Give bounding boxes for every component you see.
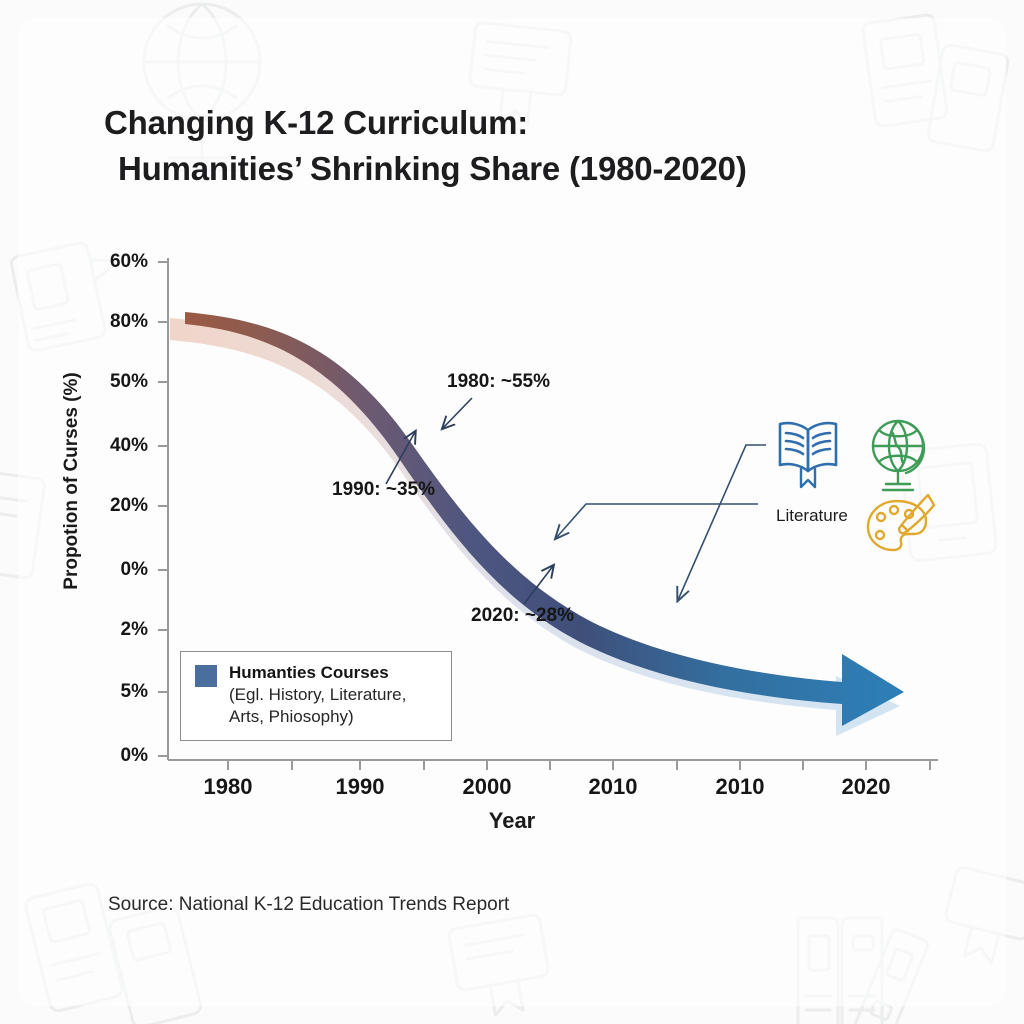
literature-icon-label: Literature	[776, 506, 848, 525]
annotation-arrow-1990	[385, 432, 415, 485]
annotation-arrows	[385, 397, 553, 605]
y-tick-label: 40%	[109, 435, 148, 456]
annotation-2020: 2020: ~28%	[471, 605, 574, 626]
globe-icon	[871, 419, 926, 492]
x-axis-title: Year	[488, 808, 536, 833]
y-axis	[158, 258, 169, 760]
y-tick-label: 50%	[109, 371, 148, 392]
y-tick-label: 80%	[109, 311, 148, 332]
source-note: Source: National K-12 Education Trends R…	[108, 894, 510, 915]
x-tick-label: 1980	[203, 774, 253, 799]
annotation-arrow-2020	[523, 566, 553, 605]
x-tick-label: 2010	[715, 774, 765, 799]
x-tick-label: 1990	[335, 774, 385, 799]
annotation-1990: 1990: ~35%	[332, 479, 435, 500]
leader-line-literature	[556, 503, 758, 538]
legend-color-swatch	[195, 665, 217, 687]
y-tick-label: 20%	[109, 495, 148, 516]
art-palette-icon	[866, 493, 936, 552]
icon-leader-lines	[556, 444, 766, 600]
x-tick-label: 2020	[841, 774, 891, 799]
y-tick-label: 5%	[120, 681, 148, 702]
legend-subtitle-line-1: (Egl. History, Literature,	[229, 685, 407, 704]
chart-card-surface	[18, 18, 1006, 1006]
open-book-icon	[778, 421, 838, 489]
y-tick-label: 0%	[120, 559, 148, 580]
trend-ribbon-main	[185, 312, 904, 726]
annotation-arrow-1980	[443, 397, 473, 428]
annotation-1980: 1980: ~55%	[447, 371, 550, 392]
y-axis-title: Propotion of Curses (%)	[61, 372, 82, 590]
y-tick-label: 0%	[120, 745, 148, 766]
leader-line-book	[678, 444, 766, 600]
y-tick-label: 2%	[120, 619, 148, 640]
chart-legend: Humanties Courses (Egl. History, Literat…	[180, 651, 452, 741]
x-tick-label: 2000	[462, 774, 512, 799]
legend-series-title: Humanties Courses	[229, 663, 389, 682]
y-tick-label: 60%	[109, 251, 148, 272]
legend-subtitle-line-2: Arts, Phiosophy)	[229, 707, 354, 726]
x-axis	[168, 759, 938, 770]
x-tick-label: 2010	[588, 774, 638, 799]
